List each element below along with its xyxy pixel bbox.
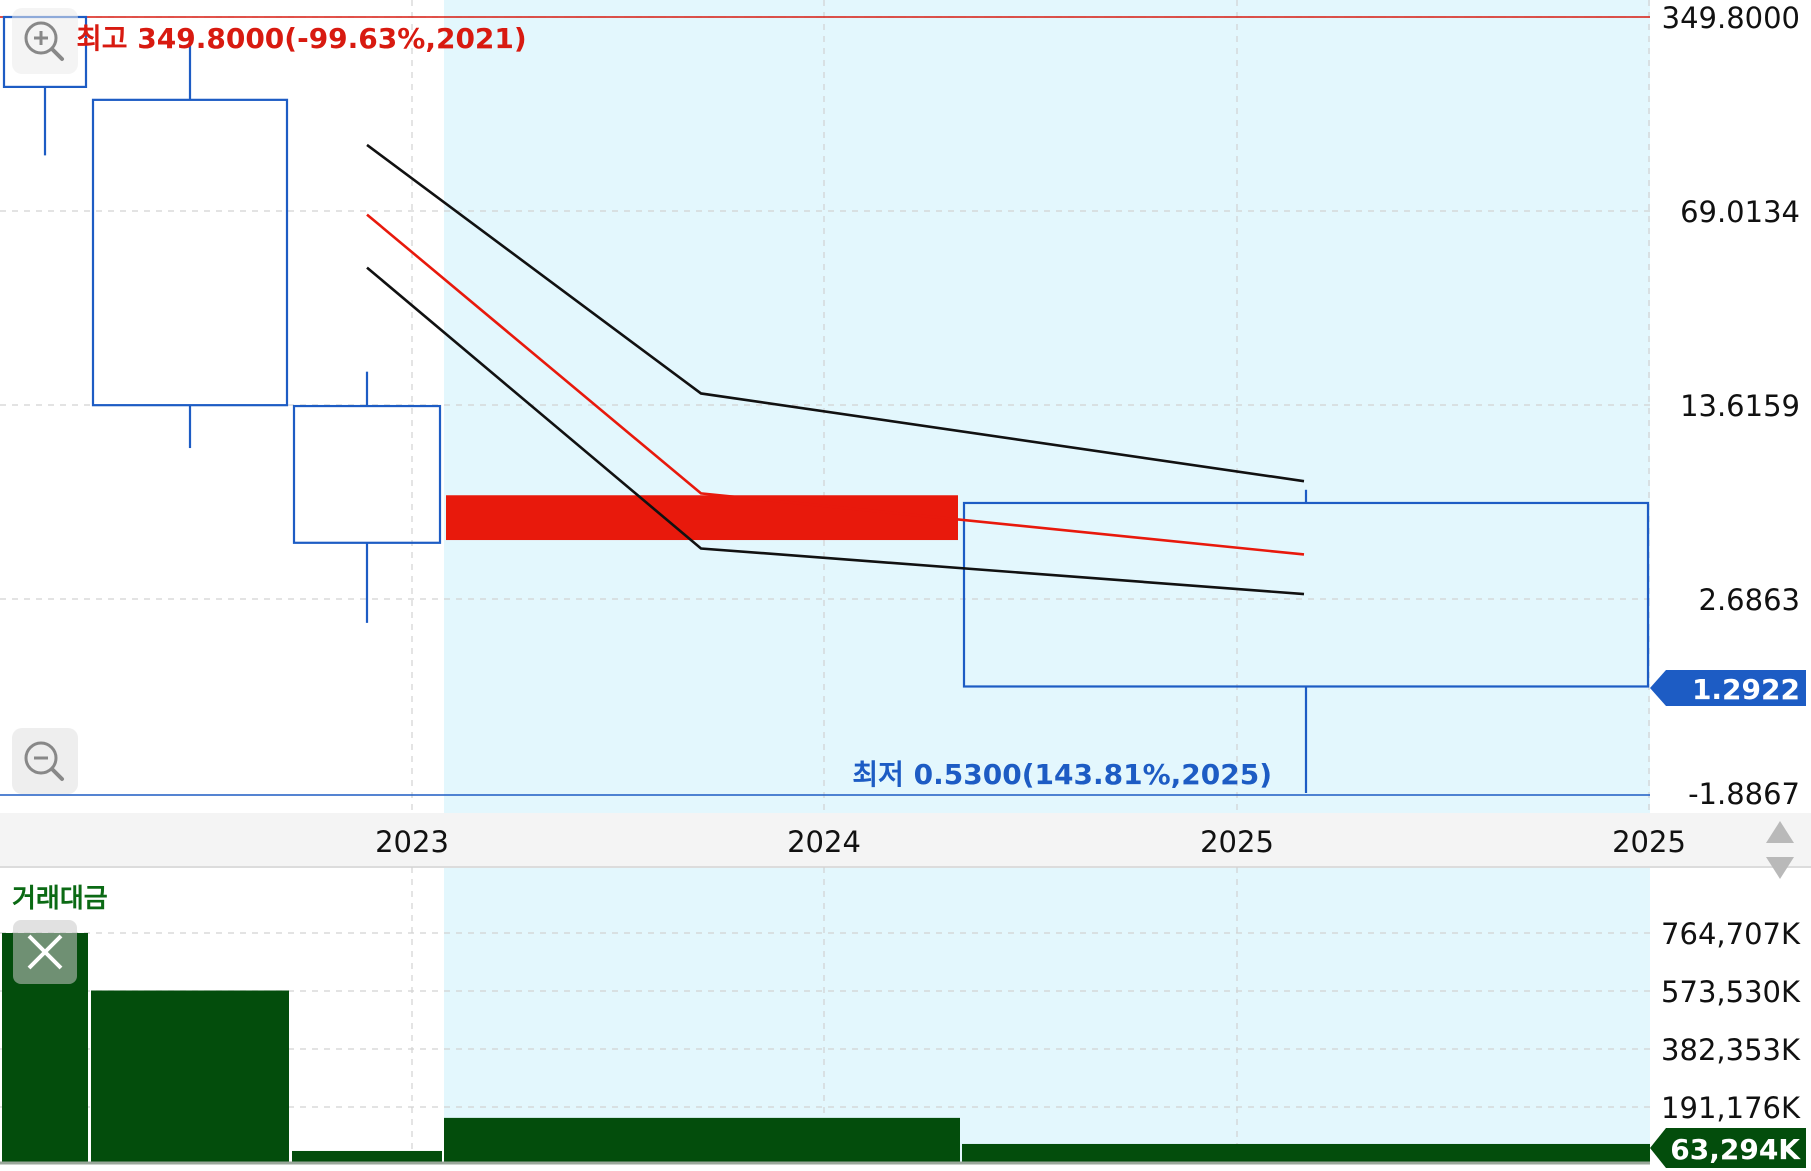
time-tick-label: 2025 [1200, 825, 1274, 859]
volume-bar [91, 990, 289, 1163]
current-volume-label: 63,294K [1670, 1133, 1801, 1166]
price-tick-label: 69.0134 [1680, 195, 1800, 229]
high-annotation: 최고 349.8000(-99.63%,2021) [76, 22, 527, 55]
volume-axis: 764,707K 573,530K 382,353K 191,176K [1661, 917, 1801, 1125]
zoom-out-button[interactable] [12, 728, 78, 794]
current-volume-tag: 63,294K [1650, 1128, 1806, 1168]
zoom-in-button[interactable] [12, 8, 78, 74]
volume-tick-label: 191,176K [1661, 1091, 1801, 1125]
x-axis-strip [0, 813, 1811, 867]
time-axis: 2023 2024 2025 2025 [375, 825, 1686, 859]
bollinger-bands [366, 143, 1305, 596]
volume-grid [0, 867, 1650, 1163]
volume-panel-title: 거래대금 [12, 884, 108, 914]
time-tick-label: 2025 [1612, 825, 1686, 859]
highlight-band-volume [444, 867, 1650, 1163]
bollinger-lower-line [366, 266, 1305, 596]
time-tick-label: 2023 [375, 825, 449, 859]
up-down-arrows-icon [1766, 821, 1794, 879]
candle-body [446, 495, 958, 541]
candle-body [91, 98, 289, 407]
bollinger-upper-line [366, 143, 1305, 483]
close-volume-panel-button[interactable] [13, 920, 77, 984]
volume-bar [444, 1117, 960, 1163]
price-tick-label: 2.6863 [1699, 583, 1800, 617]
volume-bar [962, 1143, 1650, 1163]
time-tick-label: 2024 [787, 825, 861, 859]
volume-tick-label: 573,530K [1661, 975, 1801, 1009]
candle-body [292, 404, 442, 544]
volume-tick-label: 764,707K [1661, 917, 1801, 951]
candle-body [962, 501, 1650, 688]
price-axis: 349.8000 69.0134 13.6159 2.6863 -1.8867 [1662, 1, 1800, 811]
bollinger-middle-line [366, 213, 1305, 556]
current-price-label: 1.2922 [1692, 673, 1800, 706]
axis-scroll-control[interactable] [1760, 815, 1800, 885]
price-tick-label: -1.8867 [1688, 777, 1800, 811]
zoom-in-icon [24, 21, 64, 61]
volume-bar [292, 1150, 442, 1163]
zoom-out-icon [24, 741, 64, 781]
highlight-band [444, 0, 1650, 813]
current-price-tag: 1.2922 [1650, 670, 1806, 706]
close-icon [27, 934, 63, 970]
candles [2, 15, 1650, 793]
price-tick-label: 13.6159 [1680, 389, 1800, 423]
low-annotation: 최저 0.5300(143.81%,2025) [852, 758, 1272, 791]
price-tick-label: 349.8000 [1662, 1, 1800, 35]
volume-tick-label: 382,353K [1661, 1033, 1801, 1067]
